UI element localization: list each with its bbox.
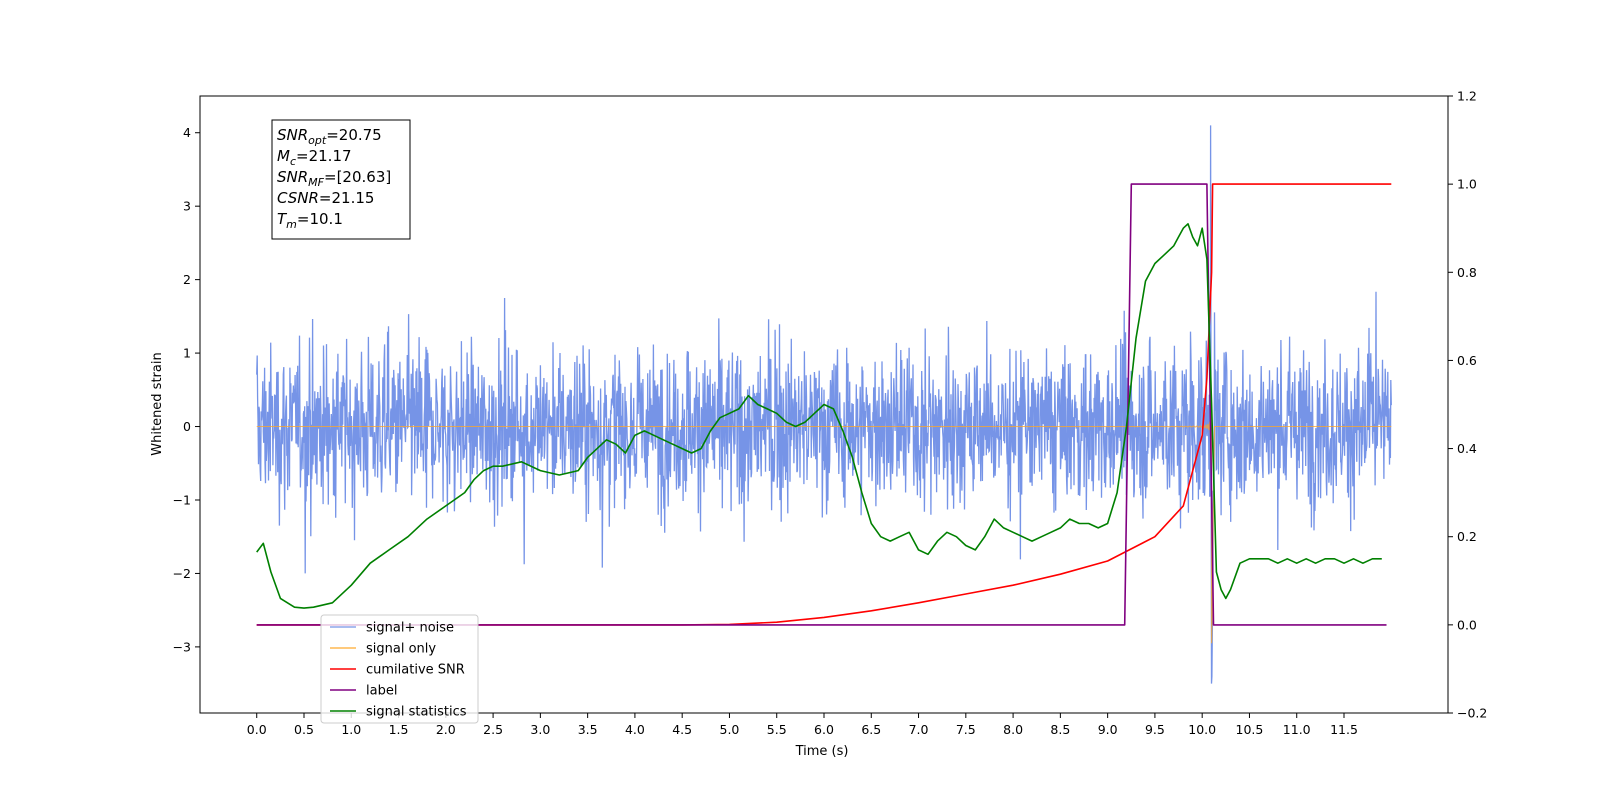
y-tick-label: 1 [183, 346, 191, 361]
x-tick-label: 7.0 [909, 722, 929, 737]
x-tick-label: 0.5 [294, 722, 314, 737]
x-tick-label: 0.0 [247, 722, 267, 737]
y-tick-label: −1 [173, 492, 191, 507]
y2-tick-label: 0.2 [1457, 529, 1477, 544]
annotation-line: SNRMF=[20.63] [277, 168, 391, 189]
series-layer [256, 125, 1392, 684]
legend-item-signal-noise: signal+ noise [330, 621, 454, 636]
x-axis-label: Time (s) [795, 744, 849, 759]
series-cumulative-snr-line [256, 183, 1392, 626]
x-tick-label: 2.0 [436, 722, 456, 737]
annotation-line: SNRopt=20.75 [277, 126, 382, 147]
x-tick-label: 9.5 [1145, 722, 1165, 737]
legend-label: label [366, 684, 397, 699]
x-tick-label: 8.5 [1050, 722, 1070, 737]
x-tick-label: 4.5 [672, 722, 692, 737]
legend-frame [320, 614, 479, 724]
x-tick-label: 8.0 [1003, 722, 1023, 737]
legend-label: cumilative SNR [366, 663, 465, 678]
x-tick-label: 6.5 [861, 722, 881, 737]
y-tick-label: 2 [183, 272, 191, 287]
legend: signal+ noise signal only cumilative SNR la… [320, 614, 479, 724]
legend-label: signal only [366, 642, 436, 657]
y-tick-label: 0 [183, 419, 191, 434]
y2-tick-label: 1.2 [1457, 89, 1477, 104]
series-signal-statistics-line [256, 223, 1382, 609]
y-tick-label: 4 [183, 125, 191, 140]
y2-tick-label: 0.8 [1457, 265, 1477, 280]
legend-item-signal-only: signal only [330, 642, 436, 657]
x-tick-label: 11.5 [1330, 722, 1358, 737]
x-tick-label: 11.0 [1283, 722, 1311, 737]
x-tick-label: 4.0 [625, 722, 645, 737]
ticks-layer: 0.0 0.5 1.0 1.5 2.0 2.5 3.0 3.5 4.0 4.5 5.0 5.5 6.0 6… [173, 89, 1488, 738]
x-tick-label: 3.0 [530, 722, 550, 737]
annotation-line: CSNR=21.15 [277, 189, 374, 207]
x-tick-label: 1.0 [341, 722, 361, 737]
x-tick-label: 5.0 [720, 722, 740, 737]
annotation-frame [271, 119, 411, 240]
x-tick-label: 9.0 [1098, 722, 1118, 737]
y2-tick-label: 0.0 [1457, 617, 1477, 632]
y-tick-label: −3 [173, 639, 191, 654]
series-label-line [256, 183, 1387, 626]
x-tick-label: 7.5 [956, 722, 976, 737]
x-tick-label: 2.5 [483, 722, 503, 737]
y2-tick-label: 0.4 [1457, 441, 1477, 456]
y-tick-label: −2 [173, 566, 191, 581]
legend-item-cumulative-snr: cumilative SNR [330, 663, 465, 678]
legend-label: signal+ noise [366, 621, 454, 636]
annotation-line: Mc=21.17 [277, 147, 352, 168]
y2-tick-label: 0.6 [1457, 353, 1477, 368]
y-tick-label: 3 [183, 199, 191, 214]
x-tick-label: 10.0 [1188, 722, 1216, 737]
y2-tick-label: −0.2 [1457, 706, 1487, 721]
legend-item-label: label [330, 684, 397, 699]
legend-label: signal statistics [366, 705, 467, 720]
annotation-line: Tm=10.1 [277, 210, 343, 231]
y2-tick-label: 1.0 [1457, 177, 1477, 192]
x-tick-label: 6.0 [814, 722, 834, 737]
x-tick-label: 5.5 [767, 722, 787, 737]
x-tick-label: 3.5 [578, 722, 598, 737]
x-tick-label: 1.5 [389, 722, 409, 737]
y-axis-label: Whitened strain [150, 352, 165, 455]
annotation-box: SNRopt=20.75Mc=21.17SNRMF=[20.63]CSNR=21… [271, 119, 411, 240]
x-tick-label: 10.5 [1236, 722, 1264, 737]
legend-item-signal-statistics: signal statistics [330, 705, 467, 720]
